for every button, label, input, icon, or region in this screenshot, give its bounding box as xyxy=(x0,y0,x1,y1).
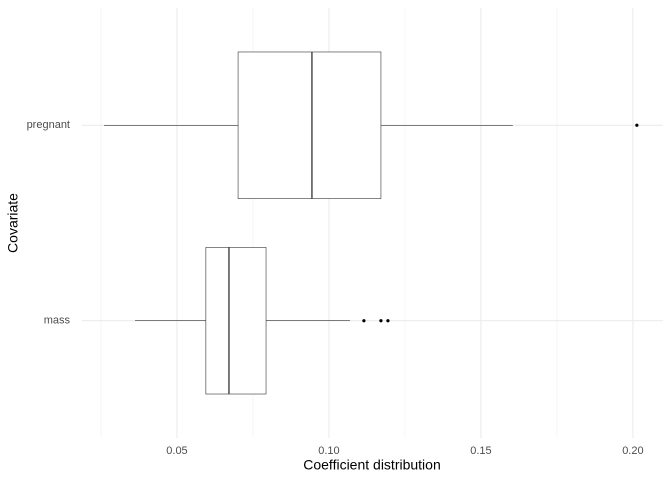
outlier xyxy=(635,123,639,127)
x-tick-label: 0.05 xyxy=(166,445,187,457)
outlier xyxy=(386,319,390,323)
x-axis-title: Coefficient distribution xyxy=(303,457,440,473)
y-axis-title: Covariate xyxy=(5,193,21,253)
x-tick-label: 0.20 xyxy=(622,445,643,457)
y-tick-label: mass xyxy=(44,315,71,327)
box xyxy=(205,247,267,395)
x-tick-label: 0.10 xyxy=(318,445,339,457)
outlier xyxy=(379,319,383,323)
box xyxy=(237,51,382,199)
x-tick-label: 0.15 xyxy=(470,445,491,457)
outlier xyxy=(362,319,366,323)
y-tick-label: pregnant xyxy=(27,119,70,131)
